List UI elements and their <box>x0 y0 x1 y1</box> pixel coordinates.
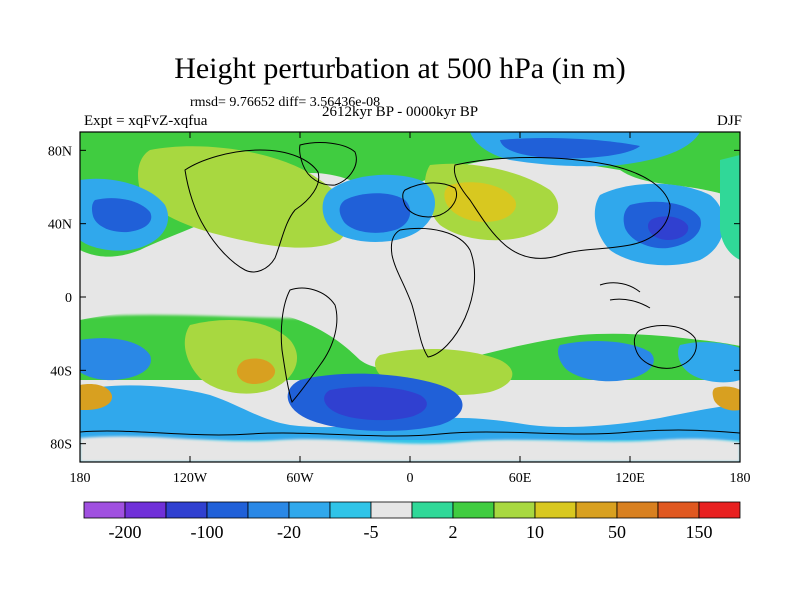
experiment-label: Expt = xqFvZ-xqfua <box>84 113 208 129</box>
x-tick-label: 180 <box>70 471 91 486</box>
north-light-green <box>138 146 351 248</box>
x-tick-label: 0 <box>407 471 414 486</box>
atlantic-blue-inner <box>339 193 411 233</box>
colorbar-swatch <box>206 501 249 519</box>
colorbar-swatch <box>452 501 495 519</box>
y-tick-label: 80N <box>48 144 72 159</box>
y-tick-label: 40S <box>50 364 72 379</box>
antarctic-gray <box>80 436 740 462</box>
coast-greenland <box>299 142 357 186</box>
colorbar-label: 10 <box>526 522 544 542</box>
x-tick-label: 120W <box>173 471 208 486</box>
colorbar-swatch <box>575 501 618 519</box>
colorbar-label: -20 <box>277 522 301 542</box>
height-field <box>80 132 740 462</box>
colorbar-label: -100 <box>191 522 224 542</box>
y-tick-label: 80S <box>50 438 72 453</box>
colorbar-swatch <box>698 501 741 519</box>
coast-africa <box>390 227 475 358</box>
colorbar-swatch <box>657 501 700 519</box>
season-label: DJF <box>716 113 742 129</box>
australia-blue <box>678 342 740 383</box>
y-axis: 80N 40N 0 40S 80S <box>48 144 740 453</box>
coastlines <box>80 142 740 437</box>
coast-indonesia <box>599 282 651 309</box>
colorbar-label: 150 <box>686 522 713 542</box>
y-tick-label: 0 <box>65 291 72 306</box>
colorbar-label: 2 <box>449 522 458 542</box>
x-tick-label: 120E <box>615 471 645 486</box>
south-indian-blue <box>557 340 654 382</box>
colorbar-swatch <box>370 501 413 519</box>
south-orange-spot <box>236 358 276 384</box>
colorbar-swatch <box>411 501 454 519</box>
coast-asia <box>453 157 671 259</box>
coast-europe <box>402 182 457 218</box>
colorbar-swatch <box>616 501 659 519</box>
south-pacific-blue <box>80 338 151 381</box>
y-tick-label: 40N <box>48 218 72 233</box>
coast-south-america <box>280 287 338 403</box>
stats-label: rmsd= 9.76652 diff= 3.56436e-08 <box>190 95 381 110</box>
x-tick-label: 60E <box>509 471 532 486</box>
coast-australia <box>633 325 697 369</box>
arctic-blue-inner <box>500 138 640 159</box>
colorbar-label: -5 <box>364 522 379 542</box>
tropical-gray <box>80 262 740 320</box>
colorbar-swatch <box>247 501 290 519</box>
nwpacific-blue-core <box>648 216 689 240</box>
colorbar-swatch <box>493 501 536 519</box>
pacific-blue-west-inner <box>91 198 152 233</box>
x-tick-label: 60W <box>286 471 314 486</box>
southern-ocean-blue-core <box>324 386 427 421</box>
east-pacific-green <box>720 155 740 260</box>
south-orange-east <box>712 386 740 411</box>
x-tick-label: 180 <box>730 471 751 486</box>
map-title: Height perturbation at 500 hPa (in m) <box>174 52 626 85</box>
asia-orange <box>444 182 516 222</box>
colorbar-swatch <box>288 501 331 519</box>
x-axis: 180 120W 60W 0 60E 120E 180 <box>70 132 751 486</box>
southern-ocean-blue-outer <box>80 385 740 440</box>
colorbar-swatch <box>124 501 167 519</box>
colorbar-label: 50 <box>608 522 626 542</box>
colorbar-swatch <box>165 501 208 519</box>
time-range-label: 2612kyr BP - 0000kyr BP <box>321 104 479 120</box>
colorbar-swatch <box>329 501 372 519</box>
colorbar-label: -200 <box>109 522 142 542</box>
colorbar-swatch <box>83 501 126 519</box>
south-orange-west <box>80 384 113 410</box>
coast-antarctica <box>80 429 740 437</box>
colorbar-swatch <box>534 501 577 519</box>
coast-north-america <box>184 149 320 273</box>
colorbar: -200 -100 -20 -5 2 10 50 150 <box>83 501 741 542</box>
